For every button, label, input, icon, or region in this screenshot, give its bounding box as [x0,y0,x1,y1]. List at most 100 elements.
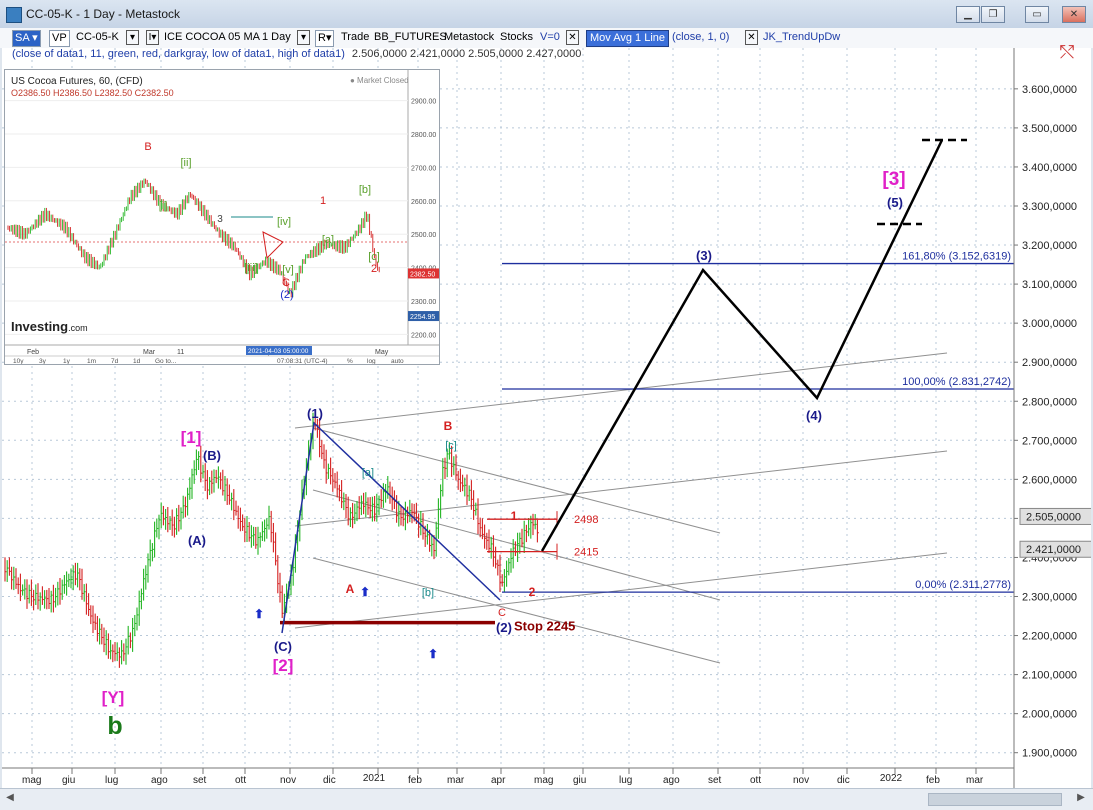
price-tick-label: 3.400,0000 [1022,162,1077,174]
wave-1-label: (1) [307,406,323,421]
falling-channel-mid [312,489,721,601]
time-tick-label: 2022 [880,773,903,784]
time-tick-label: mar [966,775,984,786]
inset-b-label: [b] [359,184,371,196]
wave-B-label: (B) [203,448,221,463]
fib-level-label: 100,00% (2.831,2742) [902,376,1011,388]
time-tick-label: giu [573,775,586,786]
price-tick-label: 2.300,0000 [1022,592,1077,604]
restore-button[interactable]: ❐ [981,6,1005,23]
stop-label: Stop 2245 [514,619,575,634]
inset-range-button: 1d [133,358,141,364]
inset-triangle [262,231,284,260]
price-tick-label: 3.000,0000 [1022,318,1077,330]
close-button[interactable]: ✕ [1062,6,1086,23]
minimize-button[interactable]: ▁ [956,6,980,23]
lower-channel-line [294,552,948,629]
r-button[interactable]: R▾ [315,30,335,47]
inset-time-label: Feb [27,349,39,356]
inset-range-button: 1m [87,358,96,364]
inset-2-label: 2 [371,263,377,275]
inset-iii-label: [iii] [244,262,257,274]
price-bars [4,412,539,668]
time-tick-label: 2021 [363,773,386,784]
inset-auto-toggle: auto [391,358,404,364]
step-icon[interactable]: I▾ [146,30,159,45]
time-tick-label: lug [105,775,118,786]
inset-price-tag2-bg [408,311,439,322]
time-tick-label: set [708,775,722,786]
time-tick-label: mag [534,775,553,786]
wave-c-bracket-label: [c] [445,440,457,452]
inset-title: US Cocoa Futures, 60, (CFD) [11,76,143,87]
account-label: BB_FUTURES [374,31,447,43]
time-tick-label: feb [926,775,940,786]
period-dropdown-icon[interactable]: ▾ [297,30,310,45]
annotations: 161,80% (3.152,6319) 100,00% (2.831,2742)… [102,138,1014,740]
inset-wave-2-label: (2) [280,289,293,301]
chart-area[interactable]: 161,80% (3.152,6319) 100,00% (2.831,2742)… [2,42,1091,788]
investing-logo: Investing.com [11,319,88,334]
remove-indicator-icon[interactable]: ✕ [745,30,758,45]
inset-v-label: [v] [282,264,294,276]
inset-time-tag: 2021-04-03 05:00:00 [248,348,309,355]
primary-3-label: [3] [882,169,905,190]
maximize-button[interactable]: ▭ [1025,6,1049,23]
scroll-thumb[interactable] [928,793,1062,806]
projection-path [540,139,944,552]
upper-channel-line [294,352,948,429]
fib-level-label: 0,00% (2.311,2778) [915,579,1011,591]
inset-range-button: 10y [13,358,24,364]
inset-price-label: 2200.00 [411,332,436,339]
remove-v-icon[interactable]: ✕ [566,30,579,45]
window-titlebar: CC-05-K - 1 Day - Metastock ▁ ❐ ▭ ✕ [0,0,1093,29]
time-tick-label: dic [323,775,336,786]
symbol-dropdown-icon[interactable]: ▾ [126,30,139,45]
scroll-left-icon[interactable]: ◀ [6,792,14,803]
up-arrow-icon: ⬆ [428,647,438,661]
horizontal-scrollbar[interactable]: ◀ ▶ [0,788,1093,810]
price-tick-label: 2.100,0000 [1022,670,1077,682]
indicator-label[interactable]: Mov Avg 1 Line [586,30,670,47]
wave-B-minor-label: B [444,419,453,433]
scroll-right-icon[interactable]: ▶ [1077,792,1085,803]
inset-price-tag2: 2254.95 [410,314,435,321]
trend-icon[interactable]: ⤲ [1060,42,1075,62]
time-tick-label: set [193,775,207,786]
inset-ii-label: [ii] [181,157,192,169]
inset-price-label: 2700.00 [411,165,436,172]
sa-dropdown[interactable]: SA ▾ [12,30,41,47]
trend-indicator-label: JK_TrendUpDw [763,31,841,43]
vp-button[interactable]: VP [49,30,70,47]
wave-A-label: (A) [188,533,206,548]
inset-ohlc: O2386.50 H2386.50 L2382.50 C2382.50 [11,88,174,98]
inset-chart: 2900.002800.002700.002600.002500.002400.… [4,69,440,365]
inset-c-label: [c] [368,251,380,263]
inset-3-label: 3 [217,214,223,225]
primary-1-label: [1] [181,428,202,447]
subwave-2-label: 2 [529,585,536,599]
sa-label: SA [15,32,30,44]
price-tick-label: 3.300,0000 [1022,201,1077,213]
degree-b-label: b [107,712,122,740]
time-tick-label: ott [750,775,761,786]
inset-B-label: B [144,141,151,153]
price-tag-bg [1019,507,1091,525]
wave-3-label: (3) [696,248,712,263]
v-label: V=0 [540,31,560,43]
price-tick-label: 3.200,0000 [1022,240,1077,252]
price-tick-label: 1.900,0000 [1022,748,1077,760]
trend-channels [294,352,948,664]
period-label: 1 Day [262,31,291,43]
inset-price-label: 2300.00 [411,299,436,306]
inset-a-label: [a] [322,234,334,246]
price-tick-label: 2.600,0000 [1022,474,1077,486]
time-axis: mag giu lug ago set ott nov dic 2021 feb mar apr mag… [2,767,1014,786]
trade-label[interactable]: Trade [341,31,370,43]
window-title: CC-05-K - 1 Day - Metastock [26,7,181,21]
fib-level-label: 161,80% (3.152,6319) [902,251,1011,263]
channel-line-2 [294,450,948,527]
wave-C-label: (C) [274,639,292,654]
chart-toolbar: SA ▾ VP CC-05-K ▾ I▾ ICE COCOA 05 MA 1 D… [0,28,1093,48]
up-arrow-icon: ⬆ [254,607,264,621]
